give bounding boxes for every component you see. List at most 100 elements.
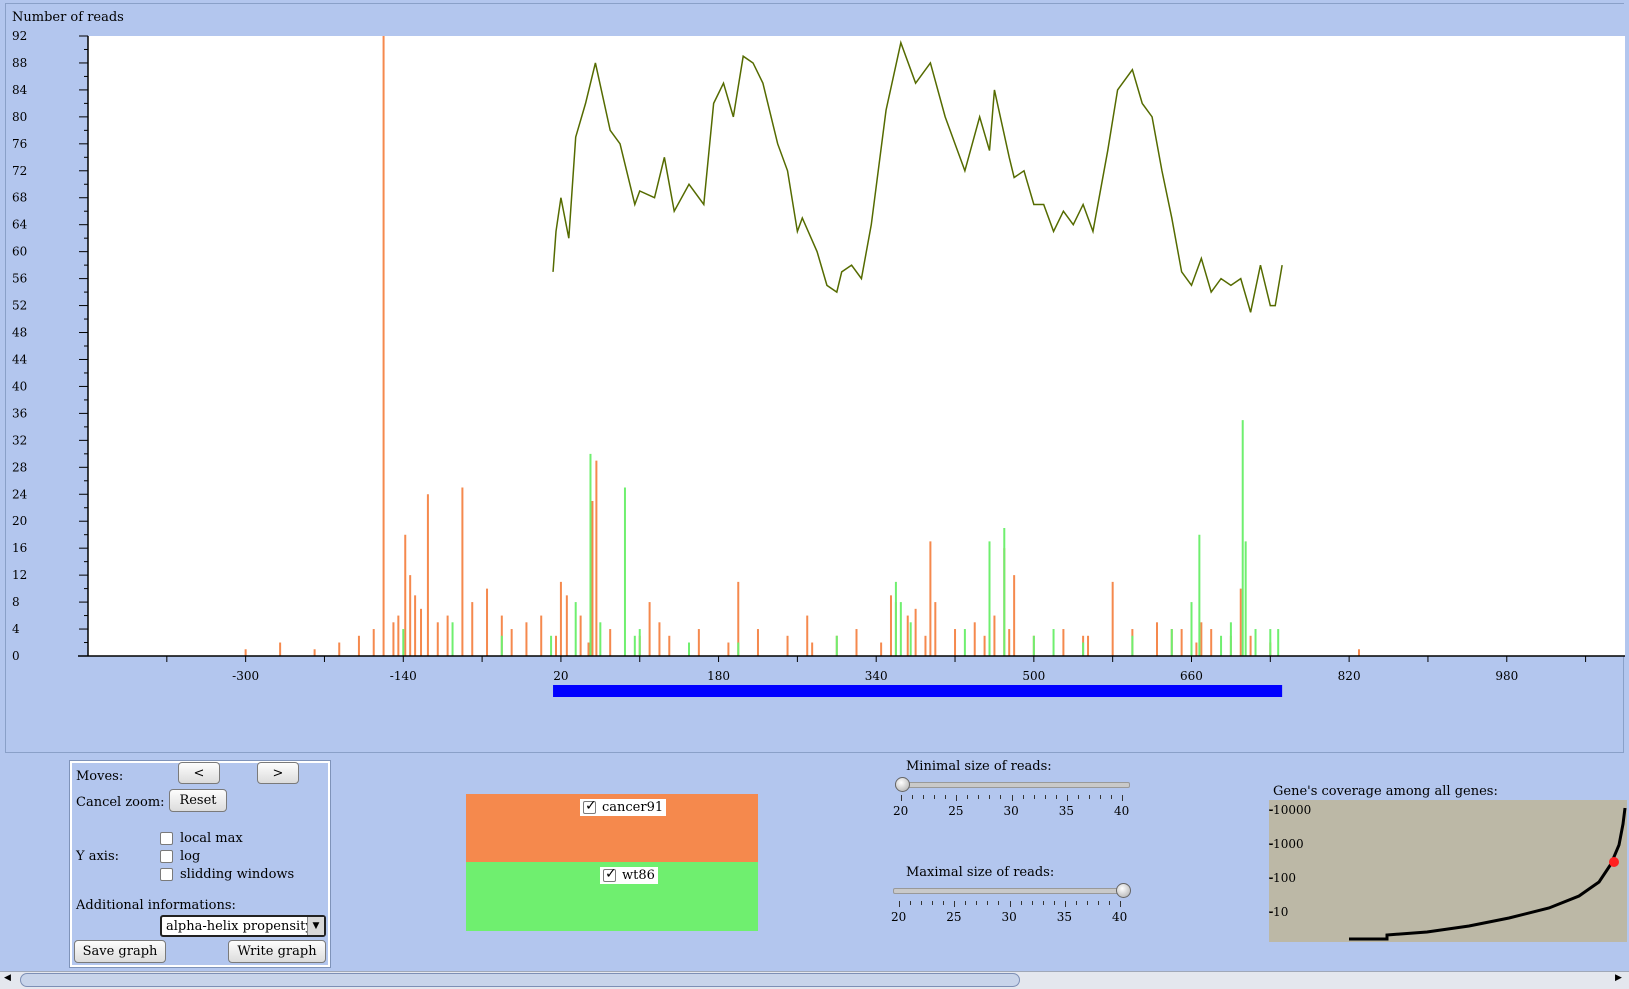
slider-tick <box>978 795 980 799</box>
slider-tick <box>1088 795 1090 799</box>
additional-info-label: Additional informations: <box>76 898 236 913</box>
slider-tick-label: 20 <box>891 910 907 924</box>
local-max-checkbox[interactable] <box>160 832 173 845</box>
slider-tick <box>1086 901 1088 905</box>
slider-tick <box>912 795 914 799</box>
y-tick-label: 80 <box>12 110 27 124</box>
plot-area <box>88 36 1625 656</box>
y-tick-label: 32 <box>12 433 27 447</box>
next-button[interactable]: > <box>257 762 299 784</box>
alpha-helix-line <box>552 40 1283 313</box>
slider-tick <box>921 901 923 905</box>
coverage-tick-label: -1000 <box>1269 837 1304 851</box>
y-tick-label: 88 <box>12 56 27 70</box>
scroll-right-icon[interactable]: ▶ <box>1615 973 1622 983</box>
reset-button[interactable]: Reset <box>169 789 227 812</box>
gene-span-bar[interactable] <box>553 685 1283 697</box>
slider-tick <box>1066 795 1068 801</box>
moves-label: Moves: <box>76 769 124 784</box>
y-tick-label: 8 <box>12 595 20 609</box>
slider-tick <box>1031 901 1033 905</box>
y-tick-label: 48 <box>12 326 27 340</box>
legend-row-wt86: wt86 <box>466 862 758 931</box>
min-size-slider[interactable] <box>895 782 1130 788</box>
slider-tick <box>1009 901 1011 907</box>
y-tick-label: 60 <box>12 245 27 259</box>
slider-tick <box>1099 795 1101 799</box>
scrollbar-thumb[interactable] <box>20 973 1020 987</box>
max-size-slider[interactable] <box>893 888 1128 894</box>
y-tick-label: 24 <box>12 487 28 501</box>
y-tick-label: 4 <box>12 622 20 636</box>
y-tick-label: 12 <box>12 568 27 582</box>
coverage-tick-label: -10 <box>1269 905 1288 919</box>
slider-tick <box>945 795 947 799</box>
slider-tick <box>956 795 958 801</box>
y-tick-label: 76 <box>12 137 27 151</box>
slider-tick <box>1108 901 1110 905</box>
slider-tick <box>1020 901 1022 905</box>
y-tick-label: 92 <box>12 29 27 43</box>
prev-button[interactable]: < <box>178 762 220 784</box>
slider-tick <box>976 901 978 905</box>
slider-tick-label: 25 <box>948 804 964 818</box>
slider-tick <box>1064 901 1066 907</box>
max-size-knob[interactable] <box>1116 883 1131 898</box>
slider-tick <box>1011 795 1013 801</box>
x-tick-label: 20 <box>553 669 568 683</box>
chevron-down-icon[interactable]: ▼ <box>307 917 324 935</box>
coverage-axis: -10000 -1000 -100 -10 <box>1269 803 1311 919</box>
y-tick-label: 84 <box>12 83 28 97</box>
y-tick-label: 36 <box>12 406 27 420</box>
additional-info-select[interactable]: alpha-helix propensity ▼ <box>160 915 326 937</box>
slider-tick <box>1122 795 1123 801</box>
slider-tick <box>1022 795 1024 799</box>
slider-tick-label: 25 <box>946 910 962 924</box>
slider-tick-label: 40 <box>1114 804 1130 818</box>
log-checkbox[interactable] <box>160 850 173 863</box>
cancer91-label: cancer91 <box>602 800 664 815</box>
y-tick-label: 68 <box>12 191 27 205</box>
x-axis: -300 -140 20 180 340 500 660 820 980 <box>78 655 1625 683</box>
save-graph-button[interactable]: Save graph <box>74 940 166 963</box>
y-axis-label: Y axis: <box>76 849 120 864</box>
slider-tick <box>1044 795 1046 799</box>
wt86-label: wt86 <box>622 868 655 883</box>
cancer91-checkbox[interactable] <box>583 798 597 814</box>
series-cancer91 <box>244 36 1360 656</box>
slider-tick <box>1042 901 1044 905</box>
additional-info-value: alpha-helix propensity <box>166 918 313 934</box>
slider-tick <box>987 901 989 905</box>
read-coverage-chart[interactable]: Number of reads 928884807672686460565248… <box>6 4 1625 754</box>
coverage-plot: -10000 -1000 -100 -10 <box>1269 800 1627 942</box>
y-tick-label: 40 <box>12 379 27 393</box>
series-wt86 <box>402 420 1280 656</box>
scroll-left-icon[interactable]: ◀ <box>4 973 11 983</box>
slider-tick-label: 35 <box>1056 910 1073 924</box>
slider-tick <box>923 795 925 799</box>
sliding-windows-checkbox[interactable] <box>160 868 173 881</box>
x-tick-label: -300 <box>232 669 259 683</box>
y-tick-label: 44 <box>12 352 28 366</box>
slider-tick <box>1120 901 1121 907</box>
wt86-checkbox[interactable] <box>603 866 617 882</box>
y-tick-label: 28 <box>12 460 27 474</box>
slider-tick <box>899 901 900 907</box>
x-tick-label: 820 <box>1338 669 1361 683</box>
slider-tick <box>1110 795 1112 799</box>
write-graph-button[interactable]: Write graph <box>228 940 326 963</box>
legend-chip-cancer91[interactable]: cancer91 <box>580 798 667 816</box>
min-size-knob[interactable] <box>895 777 910 792</box>
legend-chip-wt86[interactable]: wt86 <box>600 866 658 884</box>
coverage-tick-label: -100 <box>1269 871 1296 885</box>
chart-header-band <box>6 4 1625 36</box>
slider-tick <box>1033 795 1035 799</box>
slider-tick <box>1053 901 1055 905</box>
slider-tick <box>989 795 991 799</box>
coverage-label: Gene's coverage among all genes: <box>1273 784 1498 799</box>
slider-tick <box>1055 795 1057 799</box>
x-tick-label: 180 <box>707 669 730 683</box>
y-tick-label: 72 <box>12 164 27 178</box>
y-tick-label: 16 <box>12 541 27 555</box>
coverage-curve <box>1349 807 1627 941</box>
